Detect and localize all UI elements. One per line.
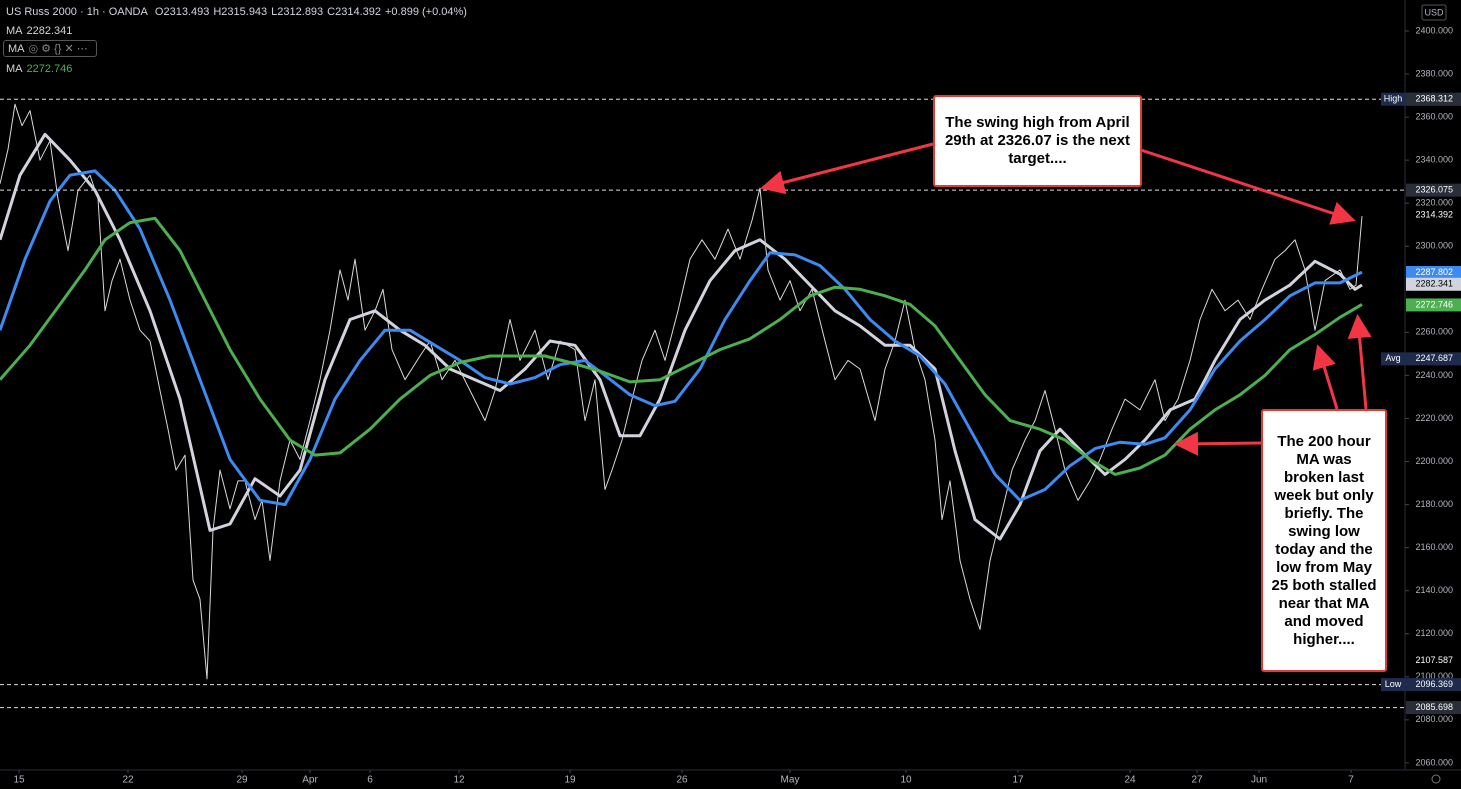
y-tick-label: 2080.000 bbox=[1415, 714, 1453, 724]
y-tick-label: 2380.000 bbox=[1415, 68, 1453, 78]
arrow bbox=[1347, 314, 1372, 410]
ohlc-high: H2315.943 bbox=[213, 6, 268, 18]
y-tick-label: 2240.000 bbox=[1415, 370, 1453, 380]
ma-value: 2282.341 bbox=[26, 25, 73, 37]
price-label: 2085.698 bbox=[1415, 702, 1453, 712]
arrows bbox=[760, 142, 1372, 456]
currency: USD bbox=[1424, 7, 1444, 17]
price-tag-box bbox=[1381, 678, 1406, 692]
moving-average-line bbox=[0, 216, 1363, 476]
y-tick-label: 2120.000 bbox=[1415, 628, 1453, 638]
y-tick-label: 2320.000 bbox=[1415, 198, 1453, 208]
ohlc-change: +0.899 (+0.04%) bbox=[385, 6, 467, 18]
y-tick-label: 2220.000 bbox=[1415, 413, 1453, 423]
symbol-legend: US Russ 2000 · 1h · OANDA O2313.493 H2315… bbox=[6, 6, 471, 18]
price-label-box bbox=[1406, 183, 1461, 197]
ma-name: MA bbox=[6, 63, 23, 75]
price-tag: Low bbox=[1385, 679, 1402, 689]
x-tick-label: 19 bbox=[564, 775, 576, 786]
annotation: The 200 hour MA was broken last week but… bbox=[1261, 409, 1387, 672]
y-tick-label: 2400.000 bbox=[1415, 25, 1453, 35]
price-label-box bbox=[1406, 653, 1461, 667]
x-tick-label: 17 bbox=[1012, 775, 1024, 786]
price-label: 2247.687 bbox=[1415, 353, 1453, 363]
price-label-box bbox=[1406, 352, 1461, 366]
ohlc-open: O2313.493 bbox=[154, 6, 210, 18]
symbol: US Russ 2000 · 1h · OANDA bbox=[6, 6, 148, 18]
y-tick-label: 2360.000 bbox=[1415, 111, 1453, 121]
annotation: The swing high from April 29th at 2326.0… bbox=[933, 95, 1142, 187]
y-tick-label: 2100.000 bbox=[1415, 671, 1453, 681]
ma-controls[interactable]: ◎ ⚙ {} ✕ ⋯ bbox=[28, 43, 88, 55]
y-tick-label: 2160.000 bbox=[1415, 542, 1453, 552]
price-tag: High bbox=[1384, 94, 1403, 104]
arrow bbox=[1174, 431, 1262, 456]
price-label: 2314.392 bbox=[1415, 210, 1453, 220]
x-tick-label: 10 bbox=[900, 775, 912, 786]
ma-name: MA bbox=[8, 43, 25, 55]
price-label-box bbox=[1406, 277, 1461, 291]
ohlc-close: C2314.392 bbox=[327, 6, 381, 18]
ma-legend: MA 2282.341 bbox=[6, 25, 76, 37]
currency-box bbox=[1421, 4, 1447, 21]
y-tick-label: 2260.000 bbox=[1415, 327, 1453, 337]
price-label: 2326.075 bbox=[1415, 185, 1453, 195]
price-label-box bbox=[1406, 92, 1461, 106]
x-tick-label: 26 bbox=[676, 775, 688, 786]
price-tag-box bbox=[1381, 352, 1406, 366]
arrow bbox=[1140, 148, 1356, 225]
x-tick-label: Jun bbox=[1251, 775, 1267, 786]
y-tick-label: 2180.000 bbox=[1415, 499, 1453, 509]
price-line bbox=[0, 103, 1363, 680]
y-tick-label: 2340.000 bbox=[1415, 155, 1453, 165]
x-tick-label: 29 bbox=[236, 775, 248, 786]
price-label: 2287.802 bbox=[1415, 267, 1453, 277]
arrow bbox=[760, 142, 934, 195]
x-tick-label: 6 bbox=[367, 775, 373, 786]
x-tick-label: 12 bbox=[453, 775, 465, 786]
price-label: 2368.312 bbox=[1415, 94, 1453, 104]
price-label: 2107.587 bbox=[1415, 655, 1453, 665]
x-tick-label: 7 bbox=[1348, 775, 1354, 786]
price-label-box bbox=[1406, 678, 1461, 692]
x-tick-label: 24 bbox=[1124, 775, 1136, 786]
arrow bbox=[1312, 344, 1339, 410]
moving-average-line bbox=[0, 169, 1363, 507]
x-tick-label: 22 bbox=[122, 775, 134, 786]
ohlc-low: L2312.893 bbox=[271, 6, 324, 18]
ma-legend: MA 2272.746 bbox=[6, 63, 76, 75]
x-tick-label: May bbox=[781, 775, 800, 786]
price-label: 2282.341 bbox=[1415, 279, 1453, 289]
price-tag-box bbox=[1381, 92, 1406, 106]
ma-value: 2272.746 bbox=[26, 63, 73, 75]
x-tick-label: 27 bbox=[1191, 775, 1203, 786]
x-tick-label: Apr bbox=[302, 775, 318, 786]
price-label-box bbox=[1406, 701, 1461, 715]
x-tick-label: 15 bbox=[13, 775, 25, 786]
y-tick-label: 2140.000 bbox=[1415, 585, 1453, 595]
y-tick-label: 2300.000 bbox=[1415, 241, 1453, 251]
y-tick-label: 2060.000 bbox=[1415, 757, 1453, 767]
price-label-box bbox=[1406, 298, 1461, 312]
moving-average-line bbox=[0, 132, 1363, 541]
price-label-box bbox=[1406, 208, 1461, 222]
price-label: 2096.369 bbox=[1415, 679, 1453, 689]
ma-legend[interactable]: MA ◎ ⚙ {} ✕ ⋯ bbox=[3, 40, 97, 57]
price-label-box bbox=[1406, 266, 1461, 280]
price-label: 2272.746 bbox=[1415, 299, 1453, 309]
y-tick-label: 2200.000 bbox=[1415, 456, 1453, 466]
ma-name: MA bbox=[6, 25, 23, 37]
price-tag: Avg bbox=[1385, 353, 1400, 363]
settings-icon[interactable] bbox=[1431, 774, 1441, 784]
